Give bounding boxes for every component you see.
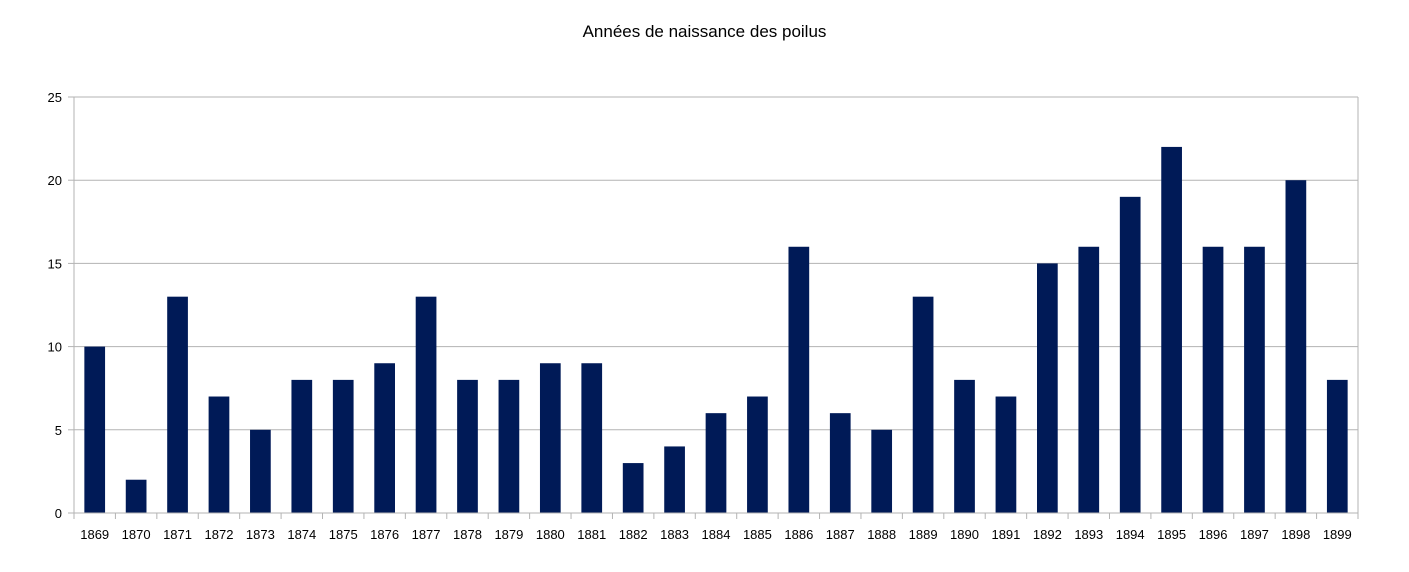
x-tick-label: 1872 [205,527,234,542]
x-tick-label: 1887 [826,527,855,542]
bar [539,363,561,513]
bar [332,379,354,513]
bar [1202,246,1224,513]
x-tick-label: 1892 [1033,527,1062,542]
y-tick-label: 0 [55,506,62,521]
bar [1326,379,1348,513]
bar [995,396,1017,513]
bar [829,413,851,513]
bar [125,479,147,513]
bar [912,296,934,513]
bar [581,363,603,513]
x-tick-label: 1886 [784,527,813,542]
x-tick-label: 1880 [536,527,565,542]
x-tick-label: 1899 [1323,527,1352,542]
bar [788,246,810,513]
x-tick-label: 1897 [1240,527,1269,542]
bar [250,429,271,513]
x-tick-label: 1884 [702,527,731,542]
x-tick-label: 1890 [950,527,979,542]
x-tick-label: 1889 [909,527,938,542]
x-tick-label: 1898 [1281,527,1310,542]
bar [374,363,395,513]
bar [84,346,106,513]
x-tick-label: 1869 [80,527,109,542]
bar [291,379,313,513]
x-tick-label: 1882 [619,527,648,542]
bar [1285,180,1307,513]
x-tick-label: 1893 [1074,527,1103,542]
bar [1244,246,1265,513]
bar [622,463,644,513]
x-tick-label: 1874 [287,527,316,542]
x-tick-label: 1875 [329,527,358,542]
bar [498,379,520,513]
bar [1119,196,1141,513]
x-tick-label: 1885 [743,527,772,542]
chart-title: Années de naissance des poilus [582,22,827,41]
bar [747,396,768,513]
x-tick-label: 1871 [163,527,192,542]
x-tick-label: 1878 [453,527,482,542]
x-tick-label: 1895 [1157,527,1186,542]
bar [705,413,727,513]
y-tick-label: 20 [48,173,62,188]
x-tick-label: 1870 [122,527,151,542]
x-tick-label: 1888 [867,527,896,542]
x-tick-label: 1891 [991,527,1020,542]
bar [415,296,437,513]
x-tick-label: 1883 [660,527,689,542]
x-tick-label: 1896 [1199,527,1228,542]
bar [208,396,230,513]
y-tick-label: 25 [48,90,62,105]
y-tick-label: 15 [48,256,62,271]
x-tick-label: 1881 [577,527,606,542]
x-tick-label: 1876 [370,527,399,542]
x-tick-label: 1877 [412,527,441,542]
x-tick-label: 1879 [494,527,523,542]
x-tick-label: 1873 [246,527,275,542]
bar [1161,146,1182,514]
bar [954,379,975,513]
bar [871,429,893,513]
bar [1078,246,1100,513]
y-tick-label: 10 [48,340,62,355]
bar [664,446,685,513]
y-tick-label: 5 [55,423,62,438]
bar [1037,263,1058,513]
bar [167,296,188,513]
bar [457,379,478,513]
x-tick-label: 1894 [1116,527,1145,542]
